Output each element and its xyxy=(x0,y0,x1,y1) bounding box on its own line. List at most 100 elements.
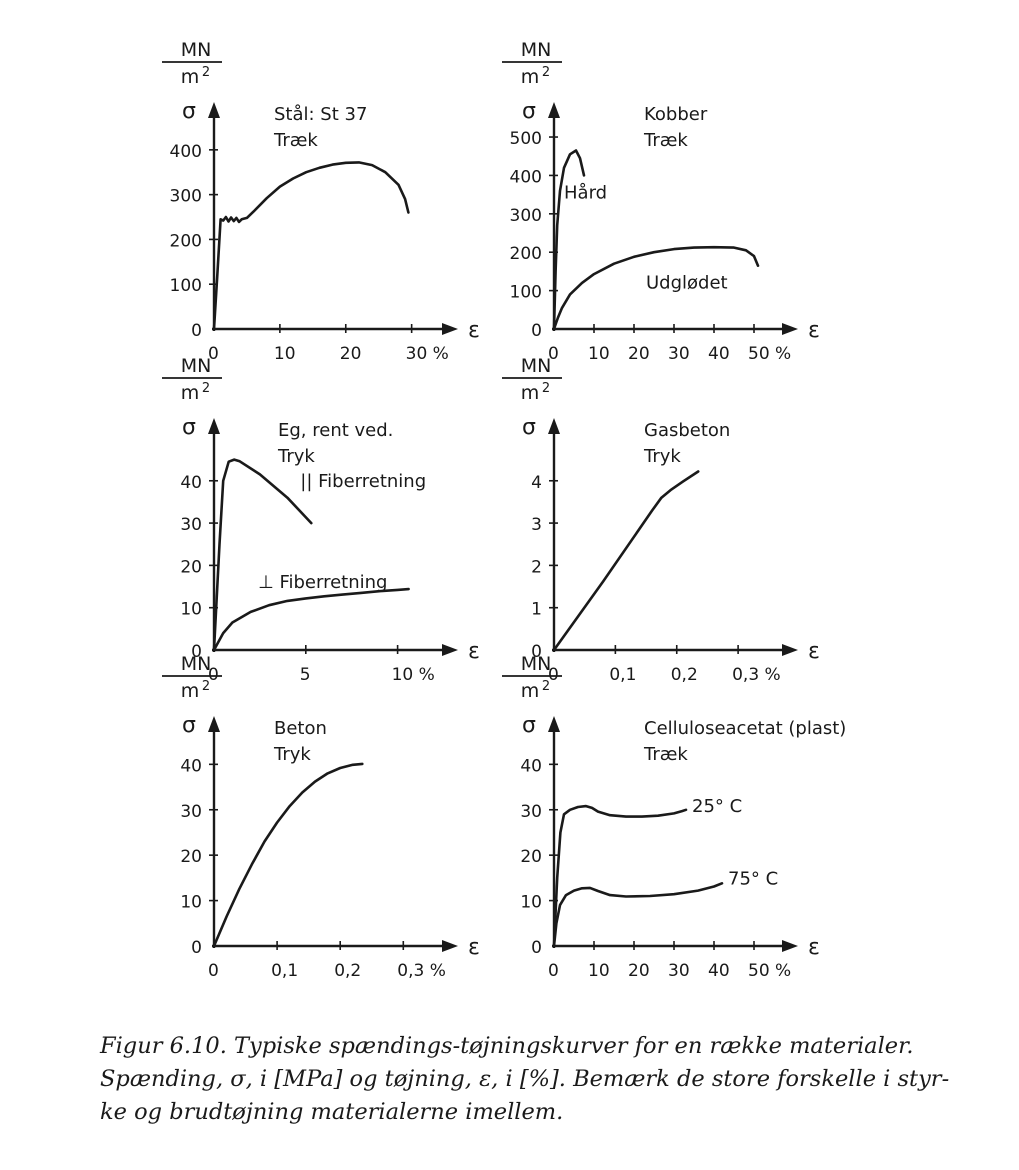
panel-title: Stål: St 37 xyxy=(274,104,367,125)
x-tick-label: 40 xyxy=(708,961,730,981)
y-axis-arrow xyxy=(208,418,220,434)
y-tick-label: 20 xyxy=(180,557,202,577)
y-axis-arrow xyxy=(548,418,560,434)
x-axis-label: ε xyxy=(808,935,820,960)
units-exponent: 2 xyxy=(542,65,550,80)
y-tick-label: 10 xyxy=(180,600,202,620)
series-annotation: 25° C xyxy=(692,796,742,817)
units-denominator: m xyxy=(521,382,540,404)
y-axis-label: σ xyxy=(522,713,536,738)
y-axis-label: σ xyxy=(182,415,196,440)
y-axis-label: σ xyxy=(182,713,196,738)
y-tick-label: 400 xyxy=(510,167,542,187)
x-axis-label: ε xyxy=(468,318,480,343)
x-axis-label: ε xyxy=(468,935,480,960)
y-tick-label: 200 xyxy=(510,244,542,264)
caption-line: Figur 6.10. Typiske spændings-tøjningsku… xyxy=(100,1030,950,1063)
series-line xyxy=(214,589,409,650)
y-tick-label: 3 xyxy=(531,515,542,535)
x-tick-label: 10 xyxy=(274,344,296,364)
x-tick-label: 5 xyxy=(300,665,311,685)
y-axis-label: σ xyxy=(182,99,196,124)
x-tick-label: 30 % xyxy=(406,344,449,364)
panel-subtitle: Træk xyxy=(643,130,688,151)
y-tick-label: 20 xyxy=(520,847,542,867)
x-tick-label: 0 xyxy=(548,961,559,981)
panel-title: Kobber xyxy=(644,104,708,125)
panel-title: Beton xyxy=(274,718,327,739)
x-axis-arrow xyxy=(442,644,458,656)
units-numerator: MN xyxy=(181,355,212,377)
x-axis-label: ε xyxy=(808,639,820,664)
y-axis-arrow xyxy=(208,102,220,118)
y-axis-label: σ xyxy=(522,415,536,440)
x-tick-label: 50 % xyxy=(748,961,791,981)
y-tick-label: 1 xyxy=(531,600,542,620)
y-tick-label: 2 xyxy=(531,557,542,577)
panel-title: Celluloseacetat (plast) xyxy=(644,718,846,739)
y-tick-label: 0 xyxy=(191,938,202,958)
chart-panel: εσMNm 20 0,1 0,2 0,3 %01234GasbetonTryk xyxy=(502,355,820,685)
panel-title: Gasbeton xyxy=(644,420,730,441)
y-tick-label: 40 xyxy=(520,756,542,776)
units-denominator: m xyxy=(521,66,540,88)
series-annotation: Hård xyxy=(564,182,607,203)
units-numerator: MN xyxy=(181,39,212,61)
y-axis-arrow xyxy=(548,102,560,118)
series-line xyxy=(554,472,698,651)
units-denominator: m xyxy=(521,680,540,702)
series-annotation: ⊥ Fiberretning xyxy=(258,572,387,593)
units-numerator: MN xyxy=(521,355,552,377)
x-axis-arrow xyxy=(442,323,458,335)
units-exponent: 2 xyxy=(202,679,210,694)
y-tick-label: 0 xyxy=(531,938,542,958)
x-tick-label: 50 % xyxy=(748,344,791,364)
y-tick-label: 200 xyxy=(170,231,202,251)
series-line xyxy=(554,883,722,946)
x-axis-label: ε xyxy=(808,318,820,343)
y-tick-label: 4 xyxy=(531,473,542,493)
x-tick-label: 30 xyxy=(668,344,690,364)
x-tick-label: 0,3 % xyxy=(732,665,781,685)
y-tick-label: 10 xyxy=(180,893,202,913)
x-tick-label: 10 xyxy=(588,961,610,981)
y-axis-label: σ xyxy=(522,99,536,124)
units-numerator: MN xyxy=(521,39,552,61)
x-tick-label: 0,3 % xyxy=(397,961,446,981)
series-line xyxy=(214,764,362,946)
x-tick-label: 20 xyxy=(340,344,362,364)
y-tick-label: 40 xyxy=(180,473,202,493)
y-axis-arrow xyxy=(208,716,220,732)
units-exponent: 2 xyxy=(202,65,210,80)
x-tick-label: 40 xyxy=(708,344,730,364)
series-annotation: Udglødet xyxy=(646,273,728,294)
units-denominator: m xyxy=(181,382,200,404)
y-tick-label: 40 xyxy=(180,756,202,776)
y-axis-arrow xyxy=(548,716,560,732)
y-tick-label: 300 xyxy=(170,187,202,207)
series-line xyxy=(214,162,408,329)
y-tick-label: 400 xyxy=(170,142,202,162)
y-tick-label: 100 xyxy=(170,276,202,296)
units-numerator: MN xyxy=(181,653,212,675)
series-annotation: || Fiberretning xyxy=(300,471,426,492)
series-line xyxy=(554,151,584,330)
y-tick-label: 10 xyxy=(520,893,542,913)
y-tick-label: 30 xyxy=(180,802,202,822)
x-axis-label: ε xyxy=(468,639,480,664)
x-axis-arrow xyxy=(782,940,798,952)
units-denominator: m xyxy=(181,680,200,702)
series-annotation: 75° C xyxy=(728,869,778,890)
y-tick-label: 0 xyxy=(531,321,542,341)
x-axis-arrow xyxy=(782,644,798,656)
units-exponent: 2 xyxy=(542,381,550,396)
y-tick-label: 500 xyxy=(510,129,542,149)
caption-line: Spænding, σ, i [MPa] og tøjning, ε, i [%… xyxy=(100,1063,950,1096)
caption-line: ke og brudtøjning materialerne imellem. xyxy=(100,1096,950,1129)
